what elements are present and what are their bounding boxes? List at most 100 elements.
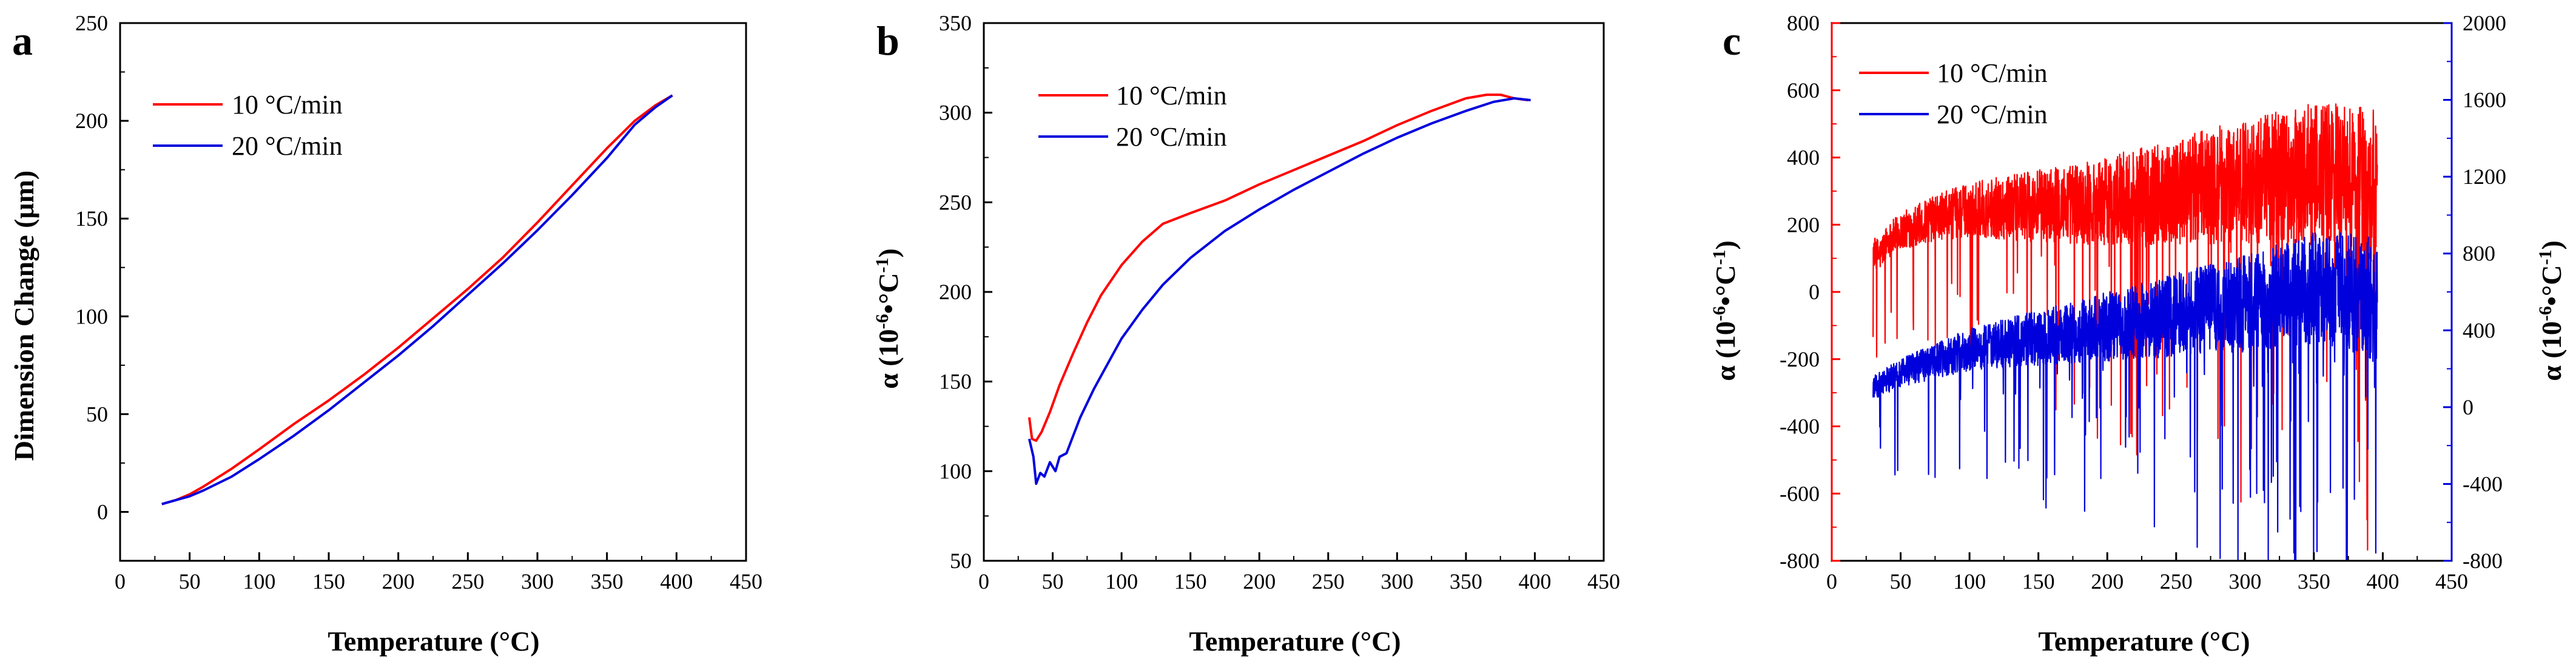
- y-tick-label-c-1: -600: [1780, 481, 1820, 506]
- x-tick-label-b-4: 200: [1243, 569, 1276, 594]
- x-tick-label-a-7: 350: [591, 569, 624, 594]
- panel-a: a 0 50 100 150 200 250 300 350 400 450 0 50 100 150 20…: [8, 11, 762, 657]
- x-tick-label-a-6: 300: [521, 569, 554, 594]
- x-tick-label-c-8: 400: [2366, 569, 2399, 594]
- x-tick-label-c-6: 300: [2228, 569, 2261, 594]
- series-line-a-1: [161, 94, 673, 506]
- series-line-b-1: [1027, 97, 1531, 485]
- legend-b: 10 °C/min 20 °C/min: [1038, 81, 1227, 152]
- x-tick-label-c-7: 350: [2298, 569, 2330, 594]
- panel-b: b 0 50 100 150 200 250 300 350 400 45050100150200…: [872, 11, 1620, 657]
- y-tick-label-a-0: 0: [97, 499, 108, 524]
- y-right-tick-label-c-0: -800: [2463, 549, 2503, 573]
- y-tick-label-c-0: -800: [1780, 549, 1820, 573]
- x-tick-label-a-3: 150: [312, 569, 345, 594]
- y-axis-title-right-c-part-0: α (10: [2536, 321, 2567, 381]
- legend-c: 10 °C/min 20 °C/min: [1859, 58, 2048, 129]
- x-tick-label-b-2: 100: [1105, 569, 1138, 594]
- legend-label-a-1: 20 °C/min: [232, 131, 343, 161]
- y-tick-label-c-5: 200: [1787, 212, 1820, 237]
- y-axis-title-left-c-part-0: α (10: [1710, 321, 1741, 381]
- plot-area-a: 0 50 100 150 200 250 300 350 400 450 0 50 100 150 200 2…: [75, 11, 762, 594]
- y-right-tick-label-c-7: 2000: [2463, 11, 2506, 35]
- legend-label-b-1: 20 °C/min: [1116, 122, 1227, 152]
- x-tick-label-b-9: 450: [1587, 569, 1620, 594]
- y-axis-title-b-part-2: •°C: [873, 273, 904, 314]
- y-tick-label-c-2: -400: [1780, 415, 1820, 439]
- x-tick-label-a-0: 0: [115, 569, 126, 594]
- y-axis-title-left-c-part-2: •°C: [1710, 265, 1741, 306]
- x-tick-label-c-3: 150: [2022, 569, 2055, 594]
- y-tick-label-b-5: 300: [939, 101, 972, 125]
- x-tick-label-b-6: 300: [1380, 569, 1413, 594]
- y-right-tick-label-c-6: 1600: [2463, 88, 2506, 112]
- y-tick-label-b-6: 350: [939, 11, 972, 35]
- series-line-c-1: [1872, 232, 2378, 562]
- y-axis-title-left-c: α (10-6•°C-1): [1709, 240, 1741, 381]
- y-tick-label-c-6: 400: [1787, 146, 1820, 170]
- x-tick-label-a-1: 50: [179, 569, 201, 594]
- panel-letter-a: a: [12, 18, 33, 64]
- x-tick-label-b-3: 150: [1174, 569, 1207, 594]
- y-axis-title-b-part-1: -6: [872, 314, 892, 329]
- x-tick-label-a-8: 400: [660, 569, 693, 594]
- panel-c: c 0 50 100 150 200 250 300 350 400 450-800-600-40…: [1709, 11, 2567, 657]
- legend-label-a-0: 10 °C/min: [232, 90, 343, 120]
- y-tick-label-b-3: 200: [939, 280, 972, 304]
- y-right-tick-label-c-2: 0: [2463, 395, 2473, 419]
- x-axis-title-b: Temperature (°C): [1189, 626, 1401, 657]
- y-axis-title-right-c-part-2: •°C: [2536, 265, 2567, 306]
- y-axis-title-left-c-part-1: -6: [1709, 306, 1729, 321]
- plot-area-c: 0 50 100 150 200 250 300 350 400 450-800-600-400-…: [1780, 11, 2506, 594]
- legend-label-c-1: 20 °C/min: [1937, 100, 2048, 129]
- y-tick-label-a-1: 50: [86, 402, 108, 426]
- y-tick-label-a-2: 100: [75, 304, 108, 328]
- legend-label-b-0: 10 °C/min: [1116, 81, 1227, 110]
- panel-letter-c: c: [1723, 18, 1741, 64]
- series-line-a-0: [161, 94, 673, 506]
- x-tick-label-b-1: 50: [1042, 569, 1064, 594]
- y-tick-label-a-5: 250: [75, 11, 108, 35]
- y-axis-title-b-part-0: α (10: [873, 329, 904, 389]
- x-tick-label-b-5: 250: [1312, 569, 1345, 594]
- x-tick-label-b-8: 400: [1518, 569, 1551, 594]
- y-axis-title-b: α (10-6•°C-1): [872, 248, 904, 389]
- y-axis-title-left-c-part-4: ): [1710, 240, 1741, 249]
- x-tick-label-a-9: 450: [730, 569, 762, 594]
- x-tick-label-c-2: 100: [1953, 569, 1986, 594]
- legend-label-c-0: 10 °C/min: [1937, 58, 2048, 88]
- x-tick-label-c-1: 50: [1890, 569, 1912, 594]
- y-tick-label-c-3: -200: [1780, 347, 1820, 371]
- y-tick-label-a-4: 200: [75, 109, 108, 133]
- series-line-b-0: [1027, 93, 1528, 442]
- y-tick-label-b-1: 100: [939, 459, 972, 483]
- y-axis-title-b-part-3: -1: [872, 258, 892, 273]
- x-tick-label-b-0: 0: [978, 569, 989, 594]
- y-right-tick-label-c-1: -400: [2463, 472, 2503, 496]
- y-axis-title-right-c: α (10-6•°C-1): [2535, 240, 2567, 381]
- y-tick-label-b-4: 250: [939, 190, 972, 214]
- plot-area-b: 0 50 100 150 200 250 300 350 400 4505010015020025…: [939, 11, 1620, 594]
- y-axis-title-right-c-part-4: ): [2536, 240, 2567, 249]
- y-right-tick-label-c-5: 1200: [2463, 164, 2506, 189]
- x-tick-label-c-9: 450: [2435, 569, 2468, 594]
- y-tick-label-c-4: 0: [1809, 280, 1820, 304]
- y-tick-label-c-7: 600: [1787, 78, 1820, 103]
- x-tick-label-c-0: 0: [1826, 569, 1837, 594]
- y-right-tick-label-c-4: 800: [2463, 242, 2495, 266]
- y-tick-label-c-8: 800: [1787, 11, 1820, 35]
- series-line-c-0: [1872, 103, 2378, 551]
- y-axis-title-right-c-part-1: -6: [2535, 306, 2555, 321]
- panel-letter-b: b: [876, 18, 900, 64]
- y-axis-title-left-c-part-3: -1: [1709, 250, 1729, 265]
- y-axis-title-a: Dimension Change (μm): [8, 171, 39, 461]
- y-tick-label-a-3: 150: [75, 206, 108, 231]
- y-tick-label-b-0: 50: [950, 549, 972, 573]
- y-axis-title-right-c-part-3: -1: [2535, 250, 2555, 265]
- x-tick-label-c-4: 200: [2091, 569, 2124, 594]
- y-right-tick-label-c-3: 400: [2463, 318, 2495, 342]
- y-axis-title-b-part-4: ): [873, 248, 904, 257]
- x-tick-label-a-5: 250: [451, 569, 484, 594]
- plot-frame-b: [983, 22, 1605, 562]
